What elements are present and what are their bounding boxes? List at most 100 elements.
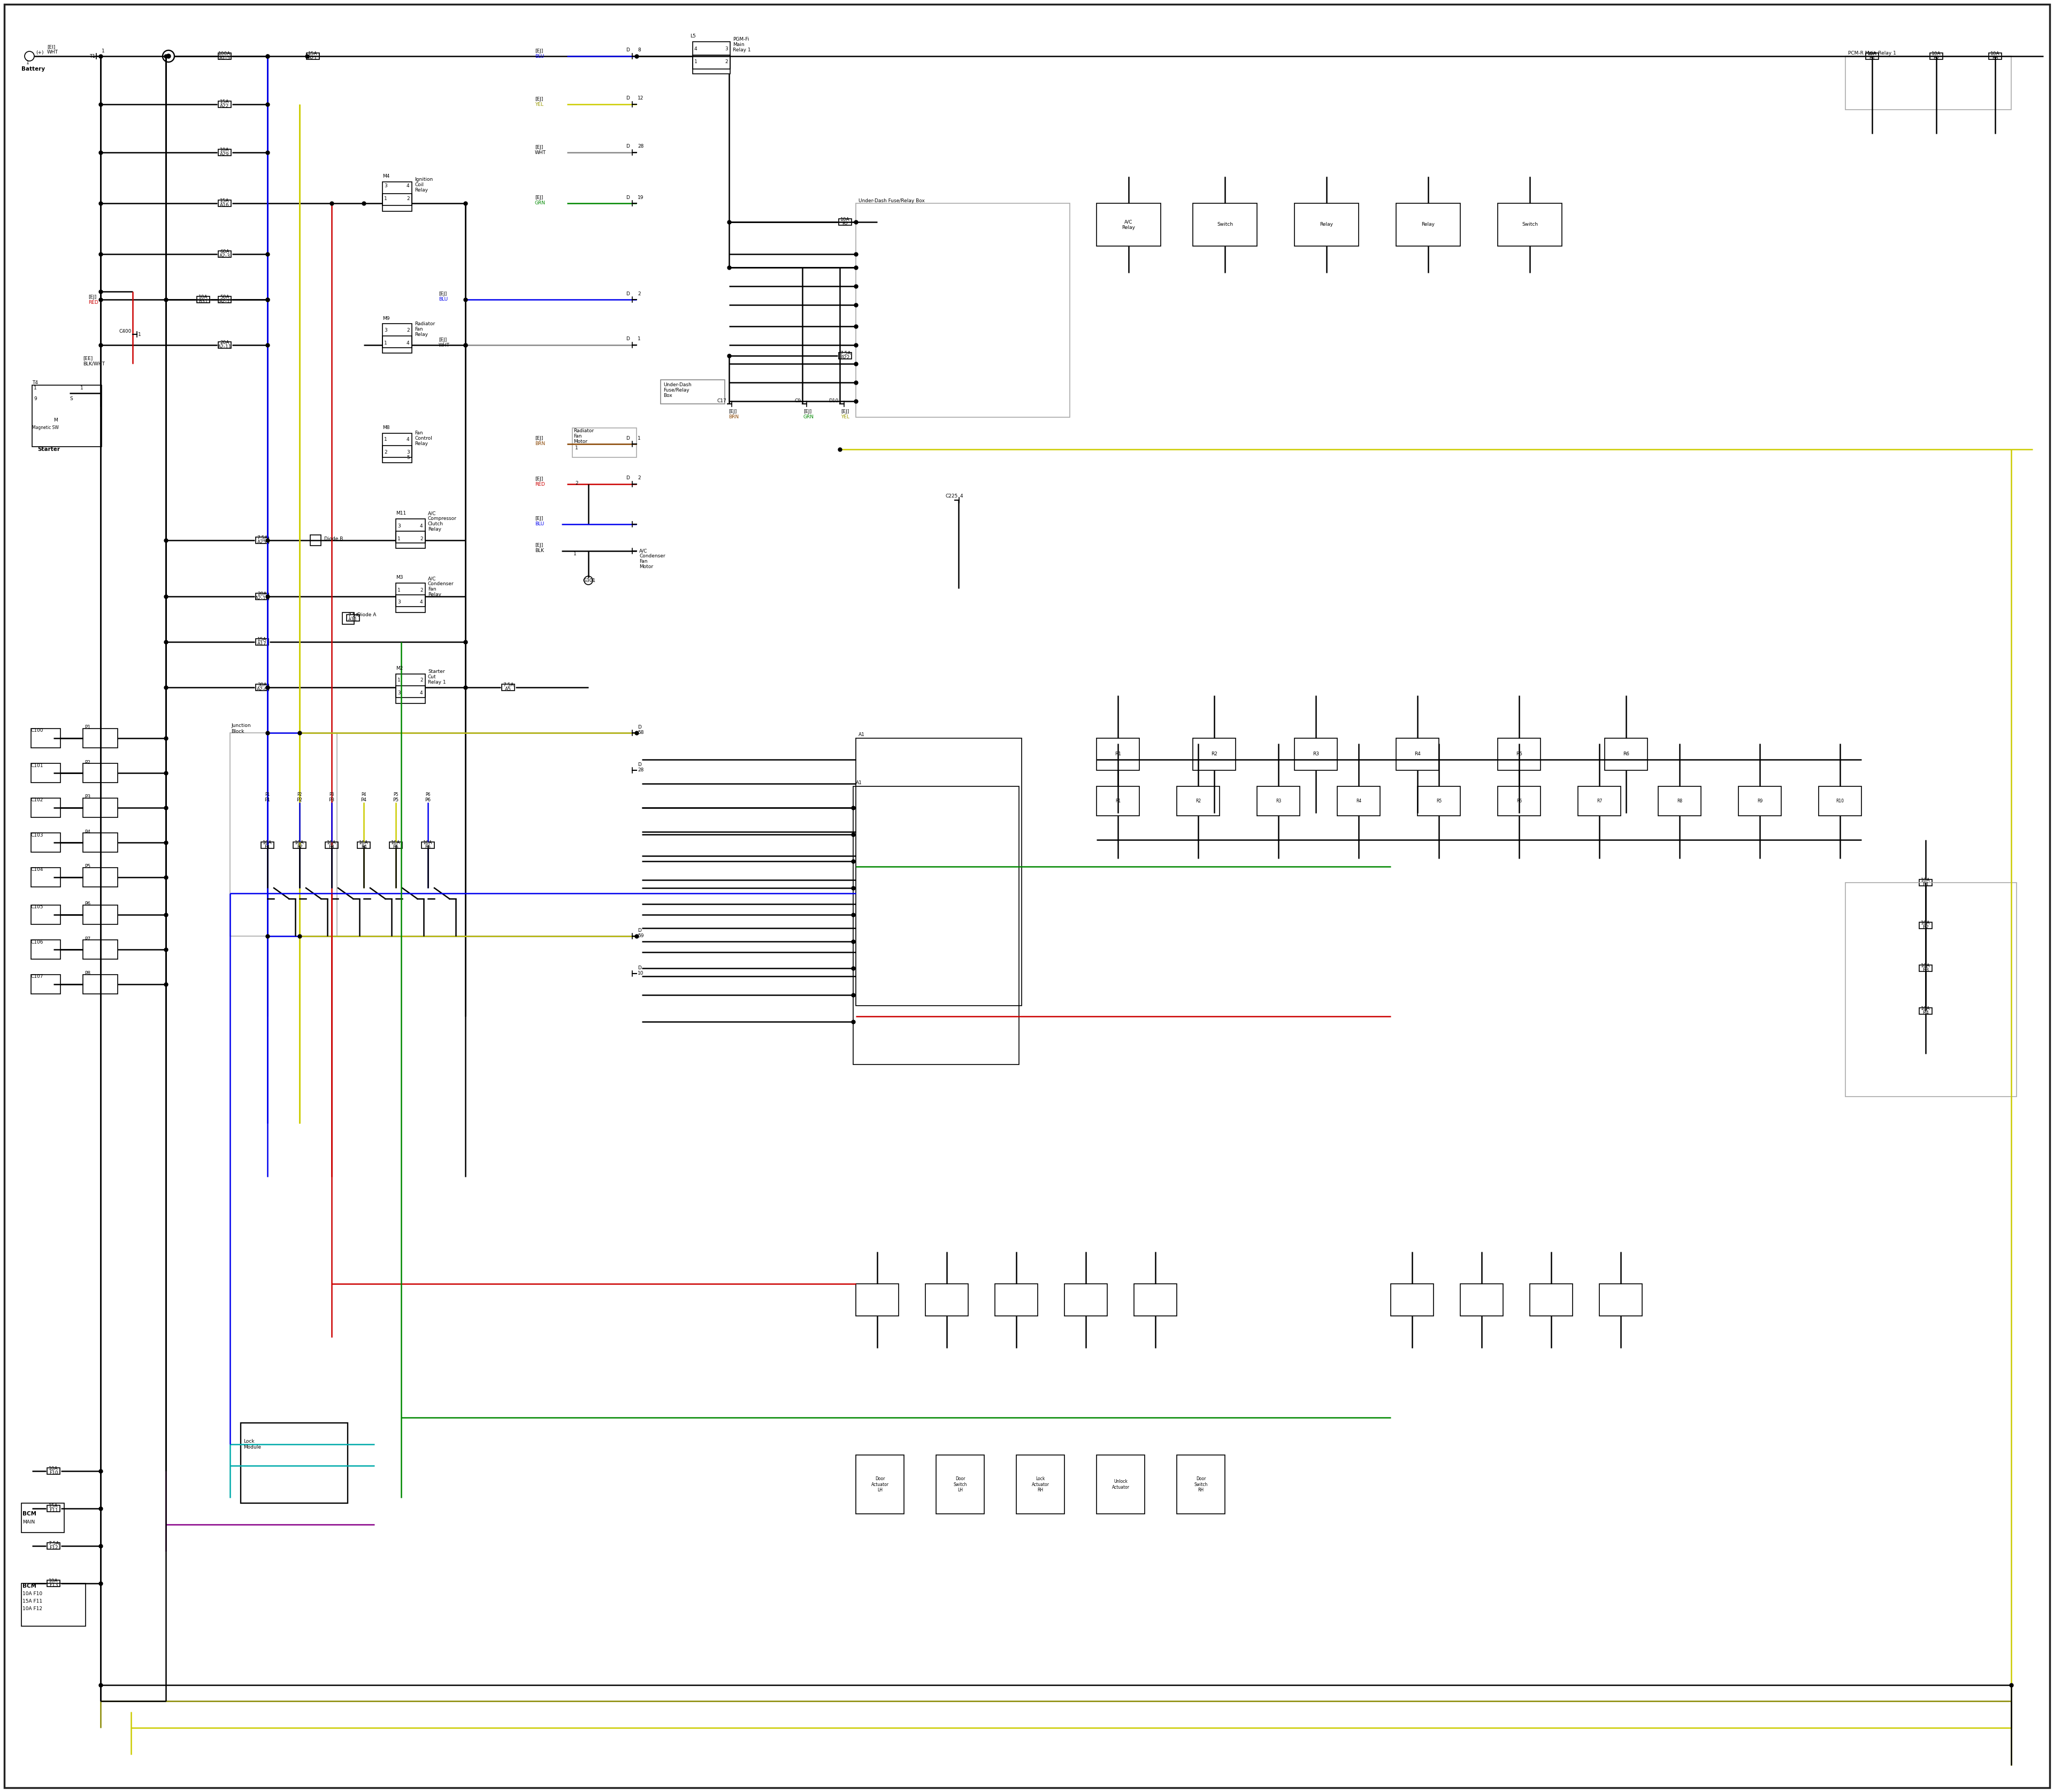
Bar [396, 582, 425, 613]
Bar [343, 613, 353, 624]
Bar [1497, 738, 1540, 771]
Bar [1417, 787, 1460, 815]
Bar [1931, 54, 1943, 59]
Text: Relay: Relay [427, 527, 442, 532]
Text: 15A: 15A [220, 199, 230, 202]
Text: Radiator: Radiator [415, 321, 435, 326]
Text: 2: 2 [419, 588, 423, 593]
Text: Relay: Relay [415, 441, 427, 446]
Text: M2: M2 [396, 667, 403, 670]
Bar [31, 939, 60, 959]
Text: [EJ]: [EJ] [440, 292, 448, 297]
Text: 50A: 50A [220, 294, 230, 299]
Bar [31, 797, 60, 817]
Text: Fan: Fan [427, 588, 435, 591]
Text: C105: C105 [31, 905, 43, 910]
Bar [382, 446, 413, 457]
Bar [1193, 202, 1257, 246]
Text: YEL: YEL [534, 102, 544, 108]
Bar [1097, 787, 1140, 815]
Bar [240, 1423, 347, 1503]
Text: 2: 2 [384, 450, 386, 455]
Bar [1097, 738, 1140, 771]
Text: Magnetic SW: Magnetic SW [33, 425, 60, 430]
Bar [382, 194, 413, 206]
Text: P4: P4 [362, 797, 368, 803]
Text: 15A: 15A [49, 1503, 58, 1509]
Text: 2: 2 [407, 328, 409, 333]
Bar [857, 1455, 904, 1514]
Text: B22: B22 [840, 355, 850, 360]
Bar [994, 1283, 1037, 1315]
Bar [857, 1283, 900, 1315]
Bar [1844, 56, 2011, 109]
Text: R10: R10 [1836, 799, 1844, 803]
Text: P4: P4 [362, 792, 366, 797]
Text: 2: 2 [637, 477, 641, 480]
Text: 10A: 10A [840, 217, 850, 222]
Text: BRN: BRN [534, 441, 544, 446]
Text: C400: C400 [119, 328, 131, 333]
Text: [EJ]: [EJ] [534, 195, 542, 201]
Text: GRN: GRN [803, 414, 813, 419]
Text: A25: A25 [257, 539, 267, 545]
Text: R4: R4 [1356, 799, 1362, 803]
Text: P4: P4 [84, 830, 90, 835]
Text: Condenser: Condenser [639, 554, 665, 559]
Text: [EJ]: [EJ] [534, 435, 542, 441]
Text: Relay: Relay [415, 188, 427, 192]
Text: R1: R1 [1115, 753, 1121, 756]
Text: Switch: Switch [1216, 222, 1232, 228]
Text: R1: R1 [1115, 799, 1121, 803]
Text: [EJ]: [EJ] [88, 294, 97, 299]
Text: GRN: GRN [534, 201, 546, 206]
Bar [82, 833, 117, 853]
Text: M: M [53, 418, 58, 423]
Text: A29: A29 [220, 152, 230, 156]
Text: F10: F10 [49, 1471, 58, 1475]
Text: 10A: 10A [1990, 52, 2001, 56]
Text: D: D [626, 292, 629, 296]
Text: F12: F12 [49, 1545, 58, 1550]
Bar [31, 729, 60, 747]
Text: [EJ]: [EJ] [534, 516, 542, 521]
Text: Battery: Battery [21, 66, 45, 72]
Text: A5: A5 [505, 686, 511, 692]
Text: 3: 3 [407, 450, 409, 455]
Bar [31, 867, 60, 887]
Text: YEL: YEL [840, 414, 850, 419]
Text: F11: F11 [49, 1507, 58, 1512]
Text: A11: A11 [349, 616, 357, 622]
Text: A16: A16 [220, 202, 230, 208]
Text: WHT: WHT [440, 342, 450, 348]
Text: Door
Switch
LH: Door Switch LH [953, 1477, 967, 1493]
Text: A/C: A/C [427, 577, 435, 581]
Text: P1: P1 [265, 792, 269, 797]
Text: 1: 1 [575, 446, 577, 450]
Text: 10A: 10A [1920, 878, 1931, 883]
Bar [197, 296, 210, 303]
Text: R2: R2 [1212, 753, 1218, 756]
Bar [1988, 54, 2001, 59]
Text: 2: 2 [575, 480, 577, 486]
Text: 7.5A: 7.5A [347, 613, 359, 618]
Bar [1844, 883, 2017, 1097]
Text: Junction
Block: Junction Block [230, 724, 251, 733]
Bar [852, 787, 1019, 1064]
Text: 28: 28 [637, 143, 643, 149]
Text: D: D [626, 337, 629, 342]
Bar [1497, 787, 1540, 815]
Text: D10: D10 [830, 398, 838, 403]
Text: C104: C104 [31, 867, 43, 873]
Text: A2-10: A2-10 [255, 597, 269, 600]
Text: B2: B2 [1933, 56, 1939, 61]
Bar [261, 842, 273, 848]
Text: A1: A1 [859, 733, 865, 737]
Bar [1397, 202, 1460, 246]
Text: R3: R3 [1276, 799, 1282, 803]
Text: R9: R9 [1756, 799, 1762, 803]
Text: A2-6: A2-6 [257, 686, 267, 692]
Bar [82, 729, 117, 747]
Text: WHT: WHT [47, 50, 58, 54]
Text: R3: R3 [1923, 968, 1929, 973]
